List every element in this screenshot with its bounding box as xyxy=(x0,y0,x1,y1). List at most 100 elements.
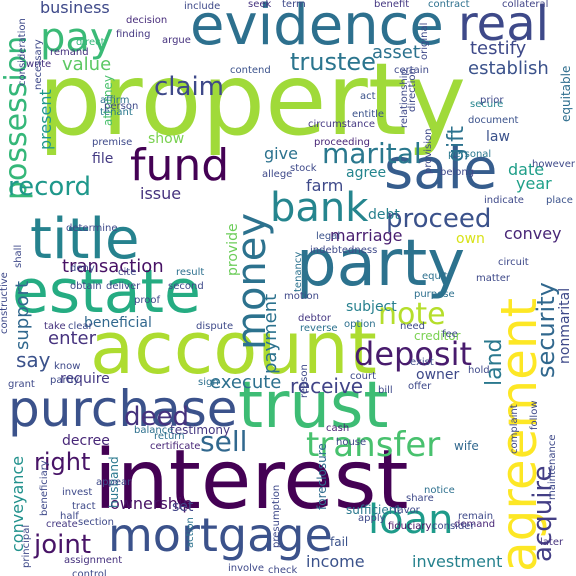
cloud-word-belong: belong xyxy=(440,167,475,178)
cloud-word-party: party xyxy=(296,227,466,301)
cloud-word-exist: exist xyxy=(410,357,434,368)
cloud-word-favor: favor xyxy=(394,505,420,516)
cloud-word-investment: investment xyxy=(412,552,503,571)
cloud-word-obtain: obtain xyxy=(70,281,102,292)
cloud-word-owner: owner xyxy=(416,367,460,383)
cloud-word-fund: fund xyxy=(130,140,230,191)
cloud-word-value: value xyxy=(62,54,112,75)
cloud-word-fiduciary: fiduciary xyxy=(388,521,432,532)
cloud-word-return: return xyxy=(154,431,185,442)
cloud-word-take: take xyxy=(44,321,66,332)
cloud-word-marriage: marriage xyxy=(330,226,403,245)
cloud-word-fee: fee xyxy=(442,329,458,340)
cloud-word-matter: matter xyxy=(476,273,510,284)
cloud-word-decree: decree xyxy=(62,433,110,449)
cloud-word-term: term xyxy=(282,0,306,10)
cloud-word-require: require xyxy=(60,371,110,387)
cloud-word-stock: stock xyxy=(290,163,317,174)
cloud-word-assignment: assignment xyxy=(64,555,123,566)
cloud-word-asset: asset xyxy=(372,42,420,63)
cloud-word-file: file xyxy=(92,151,114,167)
cloud-word-convey: convey xyxy=(504,224,562,243)
cloud-word-ownership: ownership xyxy=(110,494,193,513)
cloud-word-grant: grant xyxy=(8,379,35,390)
cloud-word-notice: notice xyxy=(424,485,455,496)
cloud-word-maintenance: maintenance xyxy=(547,434,558,500)
cloud-word-determine: determine xyxy=(66,223,118,234)
cloud-word-reverse: reverse xyxy=(300,323,338,334)
cloud-word-trust: trust xyxy=(238,369,389,443)
cloud-word-direct: direct xyxy=(76,37,105,48)
cloud-word-later: later xyxy=(540,537,564,548)
cloud-word-contract: contract xyxy=(428,0,470,10)
cloud-word-claim: claim xyxy=(154,72,225,102)
cloud-word-transaction: transaction xyxy=(62,256,164,277)
cloud-word-proceed: proceed xyxy=(386,204,492,234)
cloud-word-affirm: affirm xyxy=(100,95,130,106)
cloud-word-enter: enter xyxy=(48,328,97,349)
cloud-word-date: date xyxy=(508,160,545,179)
cloud-word-joint: joint xyxy=(34,530,92,560)
cloud-word-person: person xyxy=(104,101,139,112)
cloud-word-say: say xyxy=(16,348,51,372)
cloud-word-certificate: certificate xyxy=(150,441,201,452)
cloud-word-know: know xyxy=(54,361,81,372)
cloud-word-section: section xyxy=(78,517,115,528)
cloud-word-right: right xyxy=(34,448,91,476)
cloud-word-equitable: equitable xyxy=(559,65,573,122)
cloud-word-house: house xyxy=(336,437,367,448)
cloud-word-involve: involve xyxy=(228,563,265,574)
cloud-word-real: real xyxy=(458,0,549,52)
cloud-word-deed: deed xyxy=(124,402,189,432)
cloud-word-proceeding: proceeding xyxy=(314,137,370,148)
cloud-word-entitle: entitle xyxy=(352,109,385,120)
cloud-word-support: support xyxy=(12,280,33,350)
cloud-word-tract: tract xyxy=(72,501,96,512)
cloud-word-business: business xyxy=(40,0,110,17)
cloud-word-legal: legal xyxy=(316,231,341,242)
cloud-word-wife: wife xyxy=(454,439,479,453)
cloud-word-trustee: trustee xyxy=(290,48,376,76)
cloud-word-constructive: constructive xyxy=(0,272,10,334)
cloud-word-receive: receive xyxy=(290,374,364,398)
cloud-word-fail: fail xyxy=(330,535,349,549)
cloud-word-give: give xyxy=(264,144,298,163)
cloud-word-marital: marital xyxy=(322,137,422,170)
cloud-word-need: need xyxy=(400,321,425,332)
cloud-word-clear: clear xyxy=(68,321,93,332)
cloud-word-dispute: dispute xyxy=(196,321,234,332)
cloud-word-bank: bank xyxy=(270,185,369,231)
cloud-word-purchase: purchase xyxy=(8,380,238,438)
cloud-word-collateral: collateral xyxy=(502,0,549,10)
cloud-word-personal: personal xyxy=(448,149,492,160)
cloud-word-reason: reason xyxy=(299,364,310,398)
cloud-word-cite: cite xyxy=(118,267,137,278)
cloud-word-tenancy: tenancy xyxy=(293,251,304,292)
cloud-word-sufficient: sufficient xyxy=(346,503,402,517)
cloud-word-motion: motion xyxy=(284,291,320,302)
cloud-word-follow: follow xyxy=(529,400,540,431)
cloud-word-testimony: testimony xyxy=(170,423,231,437)
cloud-word-title: title xyxy=(30,207,140,272)
cloud-word-law: law xyxy=(486,129,510,145)
cloud-word-allege: allege xyxy=(262,169,293,180)
cloud-word-demand: demand xyxy=(454,519,496,530)
cloud-word-proof: proof xyxy=(134,295,160,306)
cloud-word-subject: subject xyxy=(346,299,397,315)
cloud-word-own: own xyxy=(456,231,485,247)
cloud-word-tenant: tenant xyxy=(100,107,133,118)
cloud-word-debtor: debtor xyxy=(298,313,331,324)
cloud-word-sell: sell xyxy=(200,425,248,458)
cloud-word-year: year xyxy=(516,174,552,193)
cloud-word-original: original xyxy=(419,22,430,60)
cloud-word-indicate: indicate xyxy=(484,195,524,206)
cloud-word-agree: agree xyxy=(346,165,387,181)
cloud-word-offer: offer xyxy=(408,381,432,392)
cloud-word-debt: debt xyxy=(368,207,400,223)
cloud-word-creditor: creditor xyxy=(414,329,461,343)
cloud-word-loan: loan xyxy=(368,497,454,543)
cloud-word-presumption: presumption xyxy=(271,484,282,548)
cloud-word-beneficial: beneficial xyxy=(84,315,152,331)
cloud-word-write: write xyxy=(26,59,52,70)
cloud-word-establish: establish xyxy=(468,58,549,79)
